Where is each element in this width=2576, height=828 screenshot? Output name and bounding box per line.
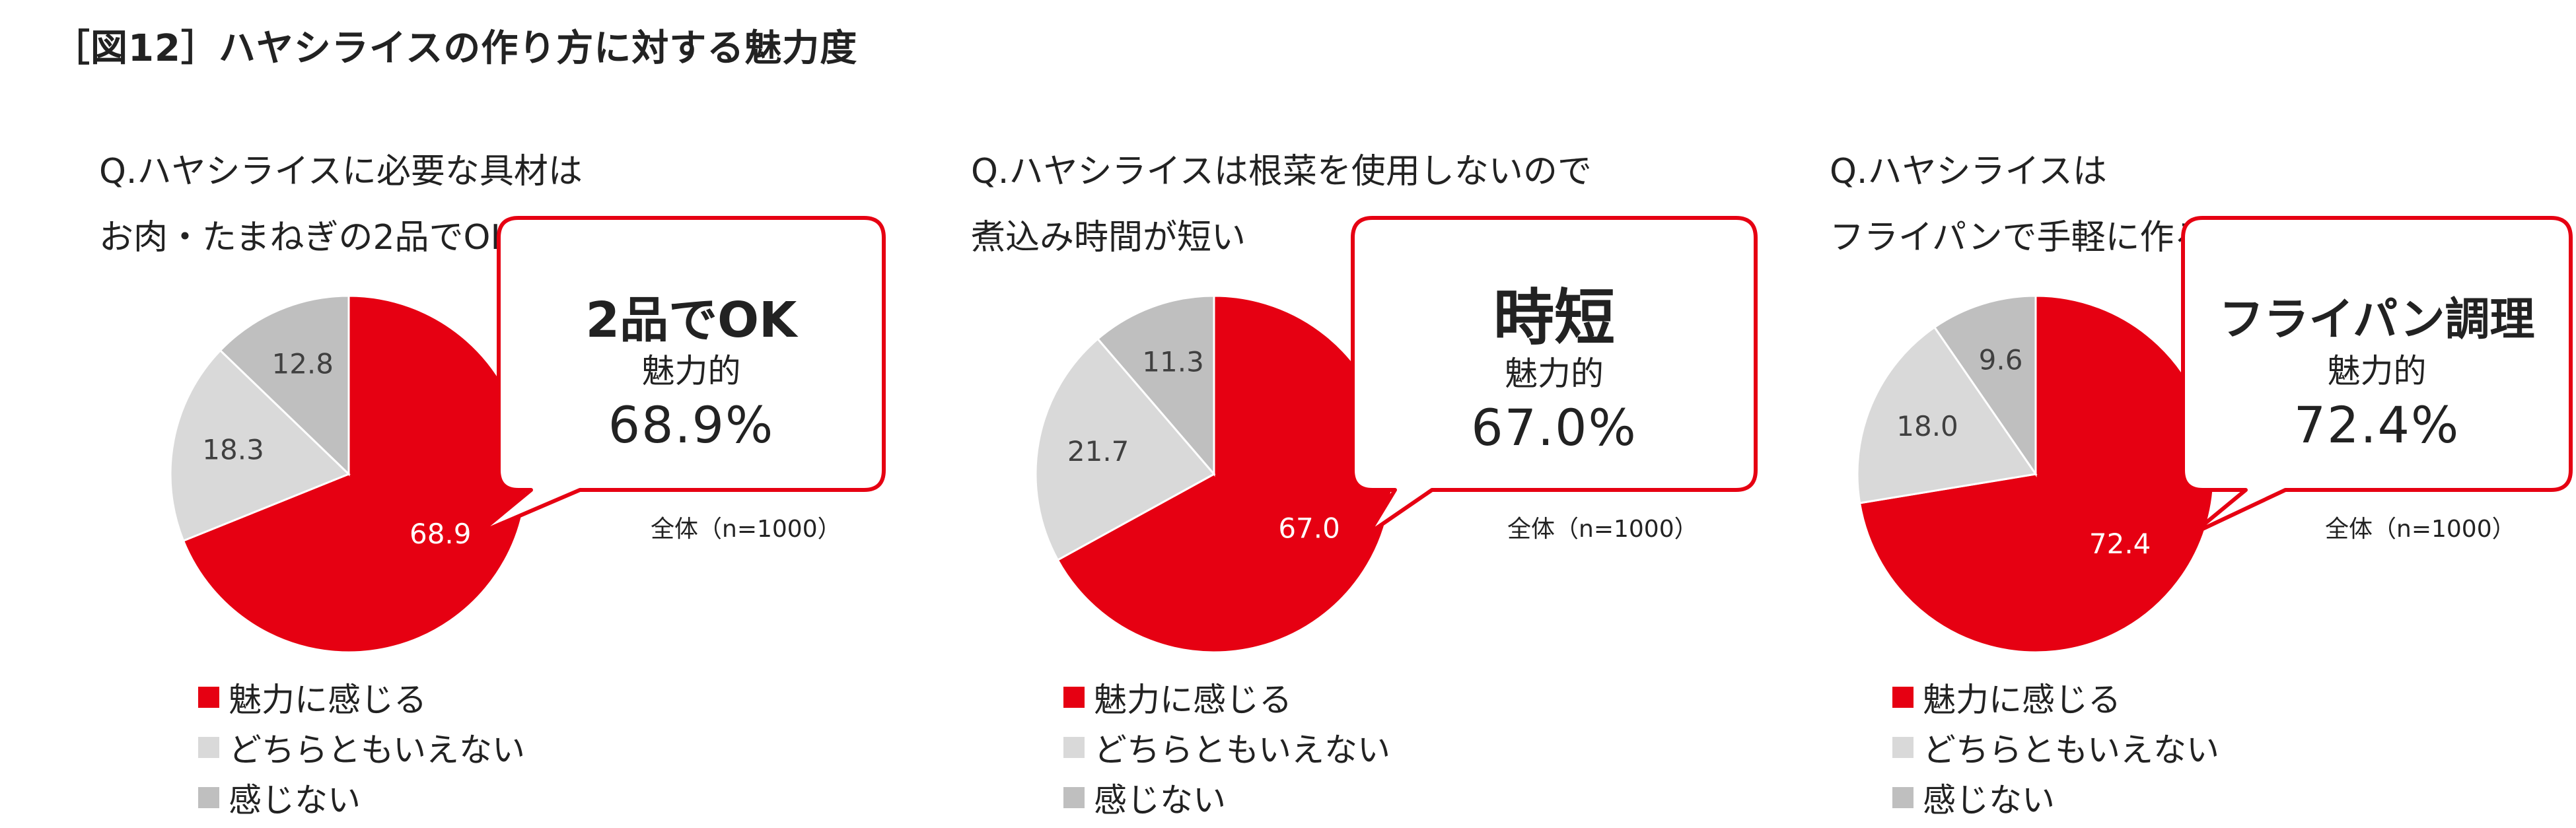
legend-item-not-attractive: 感じない: [198, 773, 525, 823]
legend-swatch: [1892, 687, 1914, 708]
question-text: Q.ハヤシライスは根菜を使用しないので 煮込み時間が短い: [971, 139, 1592, 271]
legend-item-neutral: どちらともいえない: [1892, 722, 2219, 773]
pie-slice-not-attractive: [1096, 294, 1215, 477]
callout-text: 時短 魅力的 67.0%: [1353, 284, 1756, 461]
legend-swatch: [1063, 737, 1085, 758]
legend-item-not-attractive: 感じない: [1063, 773, 1390, 823]
pie-panel-1: Q.ハヤシライスに必要な具材は お肉・たまねぎの2品でOK 68.9 18.3 12…: [0, 0, 886, 828]
legend-label: 魅力に感じる: [229, 681, 427, 719]
legend: 魅力に感じる どちらともいえない 感じない: [1892, 672, 2219, 823]
pie-chart: 67.0 21.7 11.3: [1034, 294, 1394, 654]
base-note: 全体（n=1000）: [1507, 516, 1698, 543]
legend-item-neutral: どちらともいえない: [1063, 722, 1390, 773]
legend-label: 魅力に感じる: [1094, 681, 1292, 719]
pie-slice-attractive: [182, 294, 528, 654]
question-line: Q.ハヤシライスは根菜を使用しないので: [971, 152, 1592, 191]
pie-slice-label-neutral: 18.3: [202, 434, 264, 466]
pie-slice-not-attractive: [219, 294, 350, 477]
legend-label: 魅力に感じる: [1923, 681, 2121, 719]
base-note: 全体（n=1000）: [651, 516, 841, 543]
callout-subtitle: 魅力的: [1505, 355, 1604, 393]
callout-title: 時短: [1493, 283, 1615, 353]
pie-slice-label-not-attractive: 11.3: [1142, 345, 1204, 378]
pie-slice-label-attractive: 68.9: [410, 518, 472, 550]
pie-slice-attractive: [1056, 294, 1394, 654]
legend-item-attractive: 魅力に感じる: [198, 672, 525, 722]
pie-chart: 72.4 18.0 9.6: [1856, 294, 2215, 654]
base-note: 全体（n=1000）: [2325, 516, 2516, 543]
pie-slice-neutral: [1034, 337, 1216, 562]
callout-title: フライパン調理: [2219, 294, 2535, 346]
pie-slice-label-attractive: 67.0: [1278, 512, 1340, 545]
legend-label: 感じない: [1923, 781, 2055, 819]
legend-swatch: [198, 687, 219, 708]
question-line: お肉・たまねぎの2品でOK: [99, 218, 513, 258]
question-line: Q.ハヤシライスに必要な具材は: [99, 152, 583, 191]
pie-slice-label-neutral: 18.0: [1896, 410, 1958, 442]
legend-item-attractive: 魅力に感じる: [1892, 672, 2219, 722]
legend-swatch: [1063, 687, 1085, 708]
callout-subtitle: 魅力的: [2327, 352, 2427, 390]
legend-swatch: [1892, 737, 1914, 758]
legend: 魅力に感じる どちらともいえない 感じない: [1063, 672, 1390, 823]
pie-panel-2: Q.ハヤシライスは根菜を使用しないので 煮込み時間が短い 67.0 21.7 11.…: [859, 0, 1758, 828]
chart-title: ［図12］ハヤシライスの作り方に対する魅力度: [53, 27, 858, 70]
pie-panel-3: Q.ハヤシライスは フライパンで手軽に作ることが可能 72.4 18.0 9.6 フ…: [1717, 0, 2576, 828]
pie-slice-neutral: [169, 349, 351, 542]
pie-slice-label-not-attractive: 9.6: [1979, 343, 2023, 376]
legend-label: 感じない: [229, 781, 361, 819]
callout-bubble: [476, 216, 886, 535]
legend: 魅力に感じる どちらともいえない 感じない: [198, 672, 525, 823]
legend-label: どちらともいえない: [229, 731, 525, 769]
legend-item-not-attractive: 感じない: [1892, 773, 2219, 823]
pie-slice-label-neutral: 21.7: [1067, 435, 1129, 467]
legend-label: どちらともいえない: [1094, 731, 1390, 769]
legend-item-neutral: どちらともいえない: [198, 722, 525, 773]
pie-slice-label-not-attractive: 12.8: [271, 348, 334, 380]
callout-bubble: [2181, 216, 2573, 535]
question-line: Q.ハヤシライスは: [1830, 152, 2107, 191]
legend-item-attractive: 魅力に感じる: [1063, 672, 1390, 722]
callout-bubble: [1351, 216, 1758, 535]
question-line: 煮込み時間が短い: [971, 218, 1246, 258]
pie-slice-neutral: [1856, 326, 2038, 504]
callout-value: 72.4%: [2293, 396, 2460, 454]
pie-slice-not-attractive: [1933, 294, 2037, 477]
legend-label: どちらともいえない: [1923, 731, 2219, 769]
callout-value: 68.9%: [608, 396, 775, 454]
legend-swatch: [198, 737, 219, 758]
callout-title: 2品でOK: [585, 292, 797, 349]
callout-subtitle: 魅力的: [641, 352, 741, 390]
pie-slice-label-attractive: 72.4: [2089, 528, 2151, 560]
callout-value: 67.0%: [1471, 398, 1637, 457]
legend-swatch: [198, 787, 219, 808]
legend-swatch: [1063, 787, 1085, 808]
legend-label: 感じない: [1094, 781, 1226, 819]
question-text: Q.ハヤシライスに必要な具材は お肉・たまねぎの2品でOK: [99, 139, 583, 271]
legend-swatch: [1892, 787, 1914, 808]
callout-text: フライパン調理 魅力的 72.4%: [2183, 291, 2571, 458]
pie-chart: 68.9 18.3 12.8: [169, 294, 528, 654]
callout-text: 2品でOK 魅力的 68.9%: [499, 291, 884, 458]
